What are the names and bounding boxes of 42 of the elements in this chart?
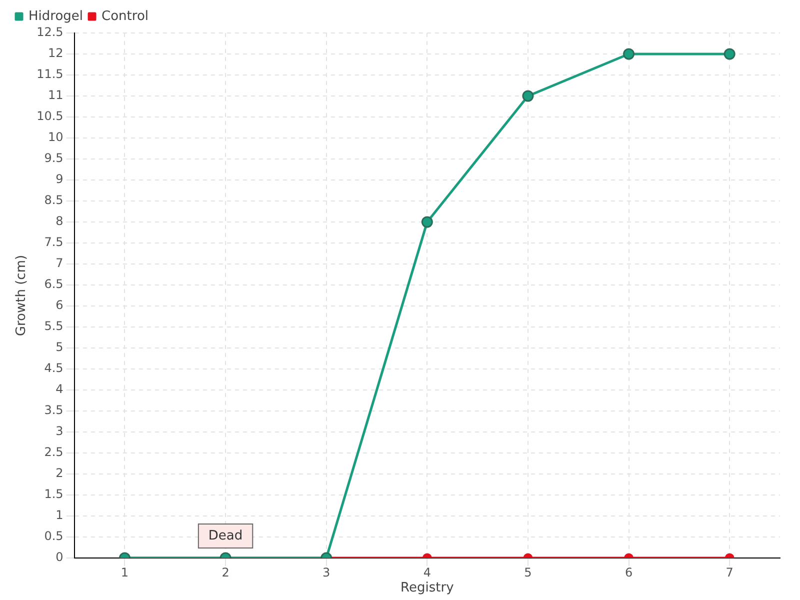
y-tick-label: 0.5 [44, 529, 64, 544]
y-tick-label: 2.5 [44, 445, 64, 460]
x-tick-label: 1 [120, 565, 129, 580]
x-axis-title: Registry [400, 580, 454, 596]
legend-label: Hidrogel [28, 8, 84, 24]
y-tick-label: 8.5 [44, 193, 64, 208]
y-tick-label: 4 [56, 382, 64, 396]
y-tick-label: 3 [56, 424, 64, 438]
y-tick-label: 11.5 [36, 67, 64, 82]
y-tick-label: 10.5 [36, 109, 64, 124]
legend-label: Control [102, 8, 149, 24]
point [421, 216, 433, 228]
y-tick-label: 4.5 [44, 361, 64, 376]
y-tick-label: 11 [48, 88, 64, 102]
y-tick-label: 7.5 [44, 235, 64, 250]
y-tick-label: 9 [56, 172, 64, 186]
x-tick-label: 4 [423, 565, 431, 580]
y-tick-label: 7 [56, 256, 64, 270]
y-tick-label: 6.5 [44, 277, 64, 292]
y-axis-title: Growth (cm) [14, 254, 30, 336]
y-tick-label: 9.5 [44, 151, 64, 166]
x-tick-label: 5 [524, 565, 532, 580]
y-tick-label: 3.5 [44, 403, 64, 418]
y-tick-label: 12.5 [36, 25, 64, 40]
point [724, 48, 736, 60]
y-tick-label: 5.5 [44, 319, 64, 334]
y-tick-label: 8 [56, 214, 64, 228]
point [522, 90, 534, 102]
y-tick-label: 12 [48, 46, 64, 60]
x-tick-label: 6 [624, 565, 633, 580]
y-tick-label: 6 [56, 298, 64, 312]
y-tick-label: 1 [56, 508, 64, 522]
y-tick-label: 0 [56, 550, 64, 564]
x-tick-label: 2 [222, 565, 230, 580]
annotation: Dead [208, 528, 243, 544]
y-tick-label: 1.5 [44, 487, 64, 502]
y-tick-label: 2 [56, 466, 64, 480]
y-tick-label: 10 [48, 130, 64, 144]
x-tick-label: 7 [726, 565, 734, 580]
point [623, 48, 635, 60]
x-tick-label: 3 [322, 565, 330, 580]
y-tick-label: 5 [56, 340, 64, 354]
